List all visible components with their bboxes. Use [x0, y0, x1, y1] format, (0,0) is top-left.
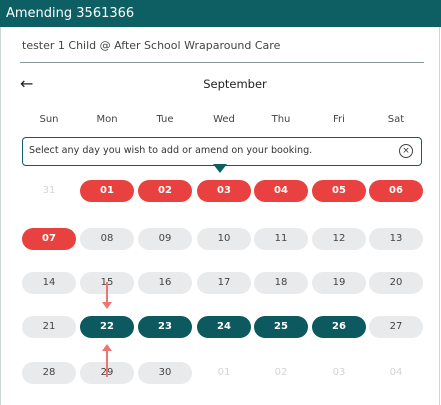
day-cell-booked[interactable]: 04 [254, 180, 308, 202]
window-title: Amending 3561366 [0, 0, 441, 27]
day-cell-booked[interactable]: 03 [197, 180, 251, 202]
day-cell-faded: 03 [332, 367, 346, 378]
day-cell-available[interactable]: 11 [254, 228, 308, 250]
weekday-mon: Mon [96, 114, 118, 125]
annotation-arrow-up [106, 350, 108, 377]
day-cell-available[interactable]: 08 [80, 228, 134, 250]
tooltip-pointer [213, 164, 227, 173]
day-cell-faded: 04 [389, 367, 403, 378]
day-cell-booked[interactable]: 07 [22, 228, 76, 250]
day-cell-booked[interactable]: 02 [138, 180, 192, 202]
child-booking-label: tester 1 Child @ After School Wraparound… [22, 39, 281, 52]
weekday-sun: Sun [39, 114, 59, 125]
day-cell-booked[interactable]: 01 [80, 180, 134, 202]
day-cell-available[interactable]: 19 [312, 272, 366, 294]
day-cell-selected[interactable]: 22 [80, 316, 134, 338]
day-cell-booked[interactable]: 06 [369, 180, 423, 202]
day-cell-selected[interactable]: 23 [138, 316, 192, 338]
month-title: September [203, 77, 267, 91]
divider [20, 62, 424, 63]
day-cell-selected[interactable]: 26 [312, 316, 366, 338]
day-cell-available[interactable]: 13 [369, 228, 423, 250]
close-icon[interactable]: × [399, 144, 413, 158]
booking-panel [0, 27, 440, 405]
weekday-tue: Tue [156, 114, 174, 125]
day-cell-available[interactable]: 30 [138, 362, 192, 384]
day-cell-available[interactable]: 28 [22, 362, 76, 384]
day-cell-selected[interactable]: 24 [197, 316, 251, 338]
day-cell-available[interactable]: 20 [369, 272, 423, 294]
day-cell-available[interactable]: 27 [369, 316, 423, 338]
day-cell-available[interactable]: 16 [138, 272, 192, 294]
day-cell-available[interactable]: 09 [138, 228, 192, 250]
day-cell-faded: 31 [42, 185, 56, 196]
help-tooltip: Select any day you wish to add or amend … [22, 137, 422, 173]
day-cell-booked[interactable]: 05 [312, 180, 366, 202]
day-cell-available[interactable]: 17 [197, 272, 251, 294]
day-cell-faded: 01 [217, 367, 231, 378]
day-cell-faded: 02 [274, 367, 288, 378]
day-cell-available[interactable]: 21 [22, 316, 76, 338]
annotation-arrow-down [106, 282, 108, 304]
arrow-left-icon[interactable]: ← [20, 74, 34, 93]
weekday-wed: Wed [213, 114, 235, 125]
day-cell-available[interactable]: 18 [254, 272, 308, 294]
weekday-fri: Fri [333, 114, 345, 125]
annotation-arrow-up-head [102, 344, 112, 351]
annotation-arrow-down-head [102, 302, 112, 309]
day-cell-selected[interactable]: 25 [254, 316, 308, 338]
weekday-sat: Sat [387, 114, 405, 125]
tooltip-text: Select any day you wish to add or amend … [29, 145, 313, 156]
day-cell-available[interactable]: 14 [22, 272, 76, 294]
day-cell-available[interactable]: 10 [197, 228, 251, 250]
day-cell-available[interactable]: 12 [312, 228, 366, 250]
weekday-thu: Thu [271, 114, 291, 125]
